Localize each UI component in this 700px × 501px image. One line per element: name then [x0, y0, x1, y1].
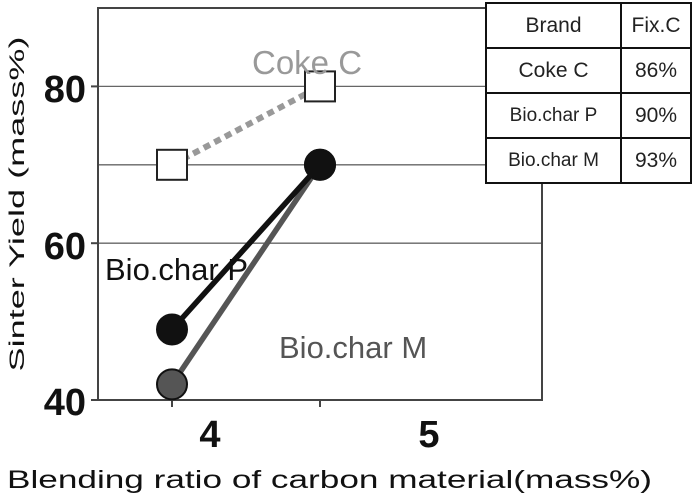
fixed-carbon-table: Brand Fix.C Coke C 86% Bio.char P 90% Bi…	[485, 2, 692, 184]
table-cell-fixc: 93%	[620, 137, 692, 184]
series-line-bio-char-m	[169, 163, 323, 386]
series-label-bio-char-m: Bio.char M	[279, 330, 427, 365]
table-row: Coke C 86%	[485, 47, 692, 94]
table-cell-fixc: 86%	[620, 47, 692, 94]
x-tick-label-5: 5	[418, 414, 439, 456]
series-label-bio-char-p: Bio.char P	[105, 252, 248, 287]
series-lines	[169, 83, 323, 386]
y-tick-label-80: 80	[44, 69, 86, 111]
series-line-coke-c	[170, 83, 322, 168]
table-cell-brand: Bio.char M	[485, 137, 622, 184]
marker-coke-c-5	[304, 70, 336, 103]
y-tick-label-40: 40	[44, 382, 86, 424]
y-axis-label: Sinter Yield (mass%)	[6, 37, 29, 372]
table-cell-brand: Bio.char P	[485, 92, 622, 139]
table-row: Bio.char P 90%	[485, 92, 692, 139]
table-header-row: Brand Fix.C	[485, 2, 692, 49]
marker-bio-char-p-5	[304, 148, 336, 181]
series-line-bio-char-p	[169, 162, 323, 332]
table-header-brand: Brand	[485, 2, 622, 49]
table-header-fixc: Fix.C	[620, 2, 692, 49]
x-axis-label: Blending ratio of carbon material(mass%)	[7, 466, 652, 494]
y-tick-label-60: 60	[44, 226, 86, 268]
marker-bio-char-p-4	[156, 313, 188, 346]
table-cell-brand: Coke C	[485, 47, 622, 94]
marker-coke-c-4	[156, 148, 188, 181]
marker-bio-char-m-4	[156, 368, 188, 401]
x-tick-label-4: 4	[199, 414, 220, 456]
table-cell-fixc: 90%	[620, 92, 692, 139]
table-row: Bio.char M 93%	[485, 137, 692, 184]
markers	[156, 70, 336, 401]
tick-marks	[91, 85, 321, 407]
series-label-coke-c: Coke C	[252, 44, 362, 81]
